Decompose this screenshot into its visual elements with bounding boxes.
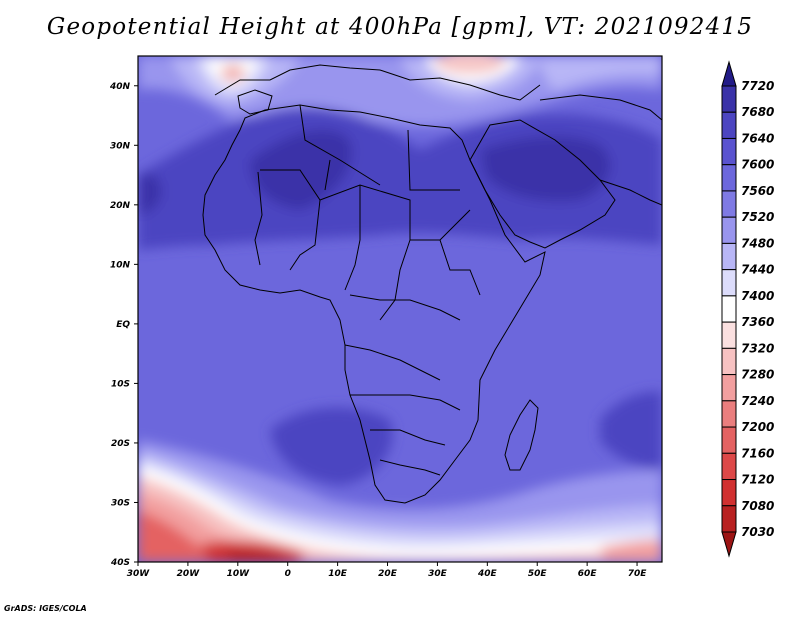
- lat-tick-label: EQ: [116, 320, 130, 330]
- colorbar-swatch: [721, 295, 737, 323]
- colorbar-swatch: [721, 216, 737, 244]
- colorbar-label: 7280: [741, 368, 774, 382]
- lat-tick-label: 40S: [110, 558, 130, 568]
- chart-title: Geopotential Height at 400hPa [gpm], VT:…: [46, 14, 754, 40]
- colorbar-swatch: [721, 321, 737, 349]
- lat-tick-label: 10N: [110, 260, 131, 270]
- lon-tick-label: 20W: [177, 569, 201, 579]
- colorbar: 7720 7680 7640 7600 7560 7520 7480 7440 7400 7360…: [721, 60, 774, 558]
- colorbar-label: 7160: [741, 446, 774, 460]
- coastlines: [202, 64, 662, 504]
- colorbar-label: 7520: [741, 210, 774, 224]
- lon-tick-label: 0: [285, 569, 291, 579]
- colorbar-bottom-triangle: [721, 531, 737, 558]
- colorbar-swatch: [721, 190, 737, 218]
- colorbar-label: 7560: [741, 184, 774, 198]
- lon-tick-label: 10E: [328, 569, 348, 579]
- colorbar-swatch: [721, 85, 737, 113]
- lat-tick-label: 40N: [109, 82, 131, 92]
- colorbar-label: 7400: [741, 289, 774, 303]
- lon-tick-label: 60E: [578, 569, 598, 579]
- colorbar-swatch: [721, 111, 737, 139]
- lat-tick-label: 20S: [111, 439, 130, 449]
- colorbar-label: 7480: [741, 236, 774, 250]
- lon-tick-label: 40E: [477, 569, 498, 579]
- lon-tick-label: 30W: [127, 569, 151, 579]
- lon-tick-label: 30E: [428, 569, 448, 579]
- colorbar-label: 7320: [741, 341, 774, 355]
- lat-tick-label: 30S: [111, 498, 130, 508]
- lon-tick-label: 10W: [227, 569, 251, 579]
- colorbar-swatch: [721, 426, 737, 454]
- colorbar-label: 7080: [741, 499, 774, 513]
- colorbar-label: 7600: [741, 158, 774, 172]
- colorbar-swatch: [721, 164, 737, 192]
- colorbar-swatch: [721, 242, 737, 271]
- height-field: [138, 56, 662, 562]
- axis-ticks: 30W 20W 10W 0 10E 20E 30E 40E 50E 60E 70E 40N 30N 20N…: [109, 82, 647, 579]
- lon-tick-label: 50E: [528, 569, 548, 579]
- lat-tick-label: 20N: [110, 201, 131, 211]
- colorbar-swatch: [721, 137, 737, 166]
- lon-tick-label: 70E: [628, 569, 648, 579]
- colorbar-label: 7440: [741, 263, 774, 277]
- lat-tick-label: 10S: [111, 379, 130, 389]
- colorbar-label: 7720: [741, 79, 774, 93]
- colorbar-swatch: [721, 505, 737, 533]
- colorbar-top-triangle: [721, 60, 737, 87]
- lat-tick-label: 30N: [110, 141, 131, 151]
- colorbar-swatch: [721, 374, 737, 402]
- colorbar-swatch: [721, 400, 737, 428]
- colorbar-label: 7360: [741, 315, 774, 329]
- colorbar-label: 7030: [741, 525, 774, 539]
- grads-credit: GrADS: IGES/COLA: [4, 604, 87, 613]
- colorbar-swatch: [721, 347, 737, 376]
- colorbar-swatch: [721, 479, 737, 507]
- plot-frame: [137, 55, 663, 563]
- colorbar-label: 7680: [741, 105, 774, 119]
- colorbar-swatch: [721, 452, 737, 481]
- colorbar-label: 7640: [741, 131, 774, 145]
- colorbar-swatch: [721, 269, 737, 297]
- colorbar-label: 7200: [741, 420, 774, 434]
- colorbar-label: 7240: [741, 394, 774, 408]
- colorbar-label: 7120: [741, 473, 774, 487]
- lon-tick-label: 20E: [378, 569, 398, 579]
